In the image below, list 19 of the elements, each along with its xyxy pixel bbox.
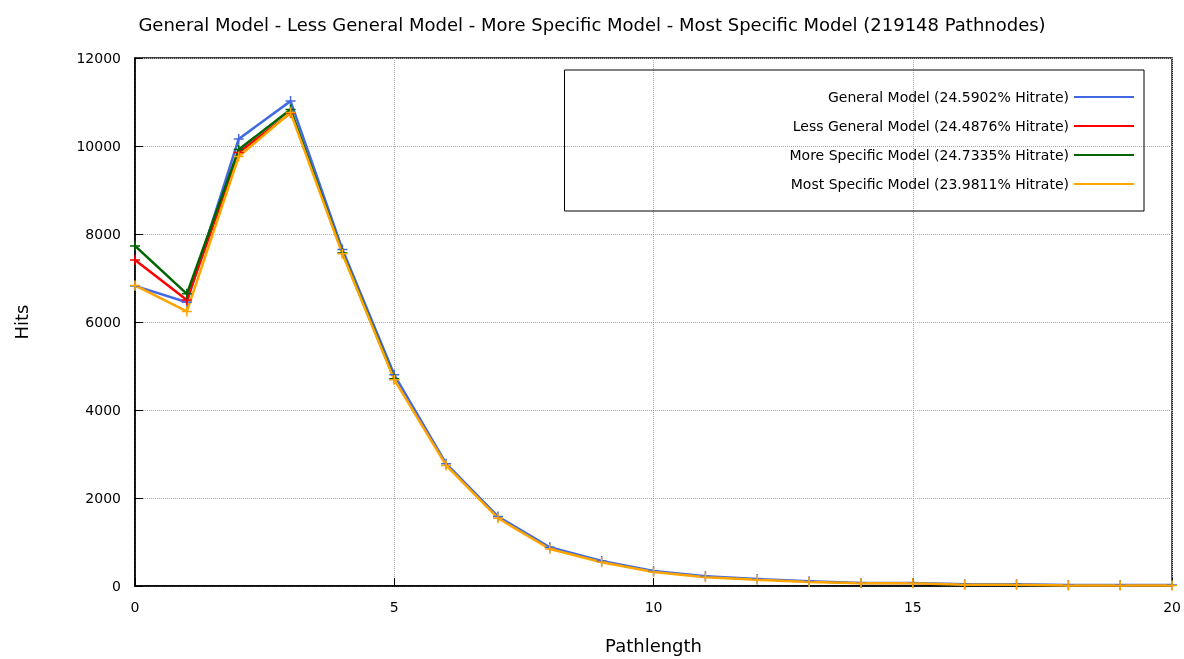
y-tick-label: 4000: [85, 402, 121, 418]
y-tick-label: 6000: [85, 314, 121, 330]
x-tick-label: 0: [130, 599, 140, 615]
y-axis-title: Hits: [10, 304, 32, 340]
legend-label: Most Specific Model (23.9811% Hitrate): [790, 176, 1069, 192]
y-tick-label: 10000: [76, 138, 121, 154]
legend-label: More Specific Model (24.7335% Hitrate): [789, 147, 1069, 163]
x-tick-label: 5: [389, 599, 399, 615]
y-tick-label: 12000: [76, 50, 121, 66]
legend-label: Less General Model (24.4876% Hitrate): [792, 118, 1069, 134]
x-tick-label: 15: [903, 599, 922, 615]
chart-title: General Model - Less General Model - More Specific Model - Most Specific Model (219148 Pathnodes): [138, 13, 1046, 35]
legend-label: General Model (24.5902% Hitrate): [827, 89, 1069, 105]
y-tick-label: 0: [112, 578, 121, 594]
y-tick-label: 8000: [85, 226, 121, 242]
x-tick-label: 20: [1163, 599, 1182, 615]
x-tick-label: 10: [644, 599, 663, 615]
x-axis-title: Pathlength: [605, 634, 703, 656]
y-tick-label: 2000: [85, 490, 121, 506]
